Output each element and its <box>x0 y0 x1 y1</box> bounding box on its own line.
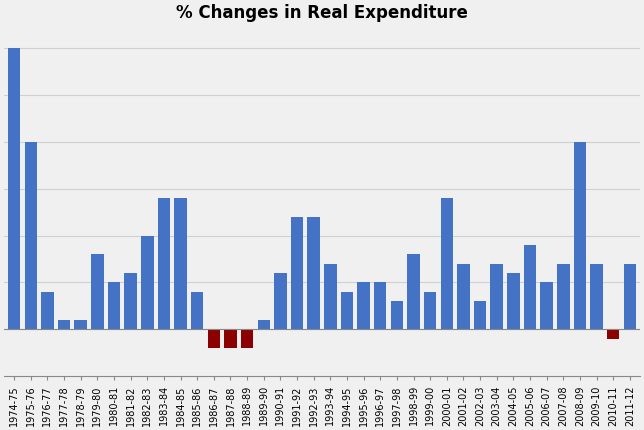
Bar <box>274 273 287 329</box>
Bar <box>124 273 137 329</box>
Bar <box>158 198 170 329</box>
Bar <box>58 320 70 329</box>
Bar <box>574 142 586 329</box>
Bar <box>24 142 37 329</box>
Bar <box>474 301 486 329</box>
Bar <box>224 329 237 348</box>
Bar <box>307 217 320 329</box>
Bar <box>324 264 337 329</box>
Bar <box>191 292 204 329</box>
Bar <box>540 283 553 329</box>
Bar <box>291 217 303 329</box>
Bar <box>407 254 420 329</box>
Bar <box>557 264 569 329</box>
Bar <box>623 264 636 329</box>
Title: % Changes in Real Expenditure: % Changes in Real Expenditure <box>176 4 468 22</box>
Bar <box>175 198 187 329</box>
Bar <box>41 292 53 329</box>
Bar <box>491 264 503 329</box>
Bar <box>424 292 437 329</box>
Bar <box>524 245 536 329</box>
Bar <box>374 283 386 329</box>
Bar <box>258 320 270 329</box>
Bar <box>357 283 370 329</box>
Bar <box>8 48 21 329</box>
Bar <box>440 198 453 329</box>
Bar <box>591 264 603 329</box>
Bar <box>75 320 87 329</box>
Bar <box>341 292 353 329</box>
Bar <box>607 329 620 339</box>
Bar <box>457 264 469 329</box>
Bar <box>108 283 120 329</box>
Bar <box>241 329 253 348</box>
Bar <box>207 329 220 348</box>
Bar <box>507 273 520 329</box>
Bar <box>91 254 104 329</box>
Bar <box>391 301 403 329</box>
Bar <box>141 236 153 329</box>
